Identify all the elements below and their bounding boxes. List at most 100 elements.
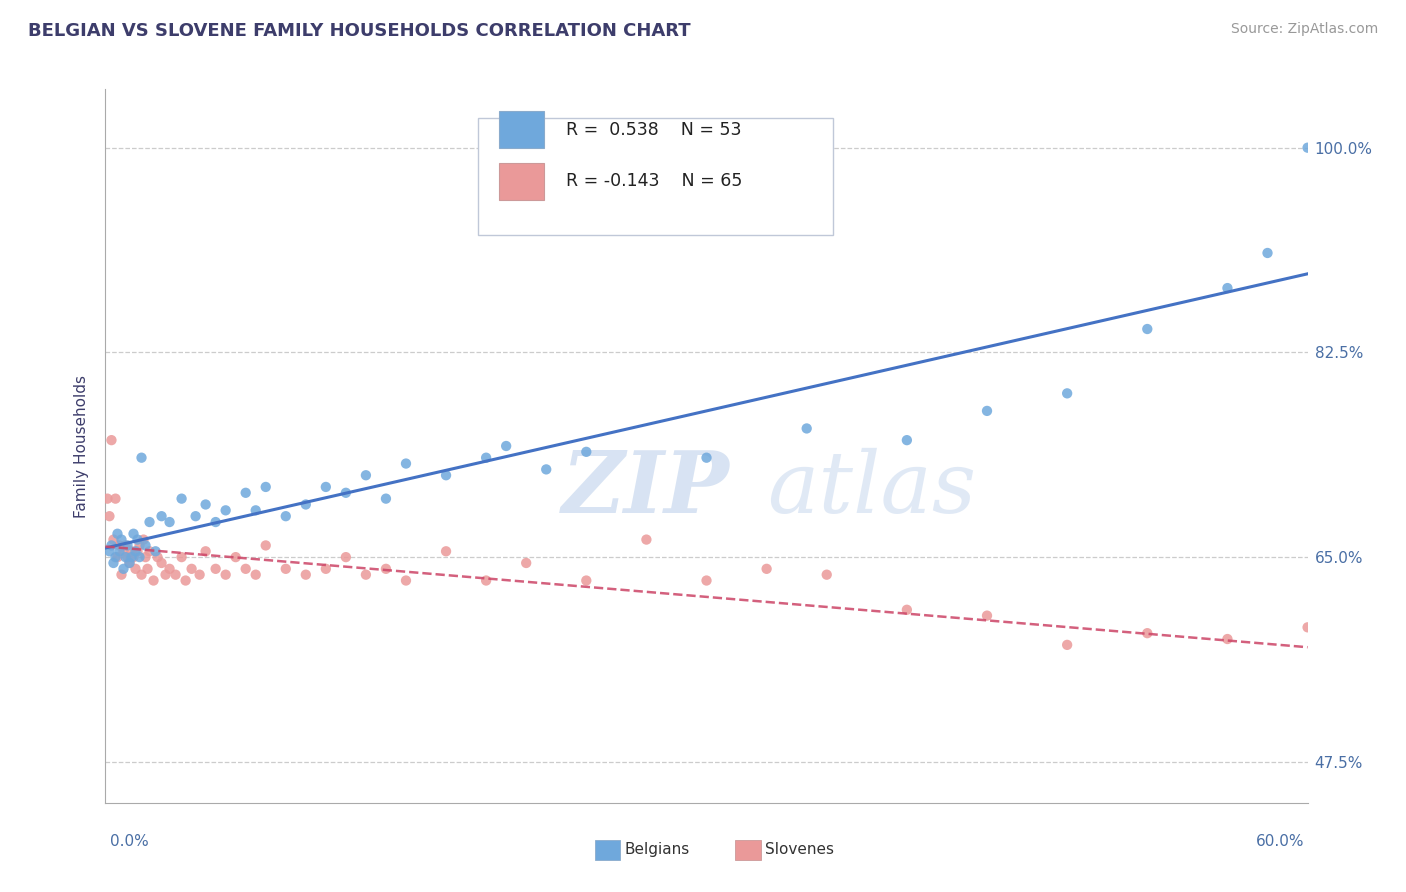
Text: R = -0.143    N = 65: R = -0.143 N = 65 [565,172,742,190]
Point [254,480,277,494]
Point [159,562,181,576]
Point [96,491,118,506]
Point [896,603,918,617]
Point [98,509,121,524]
Text: Source: ZipAtlas.com: Source: ZipAtlas.com [1230,22,1378,37]
Point [121,550,143,565]
Point [100,538,122,552]
Point [122,526,145,541]
Point [575,445,598,459]
Point [815,567,838,582]
Point [1216,632,1239,646]
Point [315,562,337,576]
Point [976,404,998,418]
Point [434,468,457,483]
Point [174,574,197,588]
Point [1136,626,1159,640]
Point [194,544,217,558]
Point [155,567,177,582]
Point [98,544,121,558]
FancyBboxPatch shape [499,112,544,148]
Point [117,538,139,552]
Point [225,550,247,565]
Point [127,533,149,547]
Point [254,538,277,552]
Point [165,567,187,582]
Y-axis label: Family Households: Family Households [75,375,90,517]
Point [138,544,160,558]
Point [1296,620,1319,634]
Point [124,562,146,576]
Point [636,533,658,547]
Point [335,485,357,500]
Point [1056,638,1078,652]
Point [159,515,181,529]
Point [315,480,337,494]
Text: BELGIAN VS SLOVENE FAMILY HOUSEHOLDS CORRELATION CHART: BELGIAN VS SLOVENE FAMILY HOUSEHOLDS COR… [28,22,690,40]
Point [103,533,125,547]
Point [108,544,131,558]
Point [395,457,418,471]
Point [184,509,207,524]
Point [131,567,153,582]
Point [1216,281,1239,295]
Point [354,567,377,582]
Point [110,567,132,582]
Point [188,567,211,582]
Point [235,485,257,500]
Point [1056,386,1078,401]
Point [135,550,157,565]
Point [145,544,167,558]
Point [475,450,498,465]
Point [274,562,297,576]
Point [1337,199,1360,213]
FancyBboxPatch shape [478,118,832,235]
Point [127,544,149,558]
Point [374,562,398,576]
Point [122,550,145,565]
Point [1257,246,1279,260]
Point [180,562,202,576]
Point [135,538,157,552]
Point [976,608,998,623]
Text: R =  0.538    N = 53: R = 0.538 N = 53 [565,121,741,139]
Text: 60.0%: 60.0% [1257,834,1305,849]
Point [107,526,129,541]
Point [295,498,318,512]
Point [170,550,193,565]
Point [128,538,150,552]
Point [245,503,267,517]
Point [295,567,318,582]
Point [214,503,236,517]
Point [150,556,173,570]
Point [395,574,418,588]
Point [103,556,125,570]
Point [107,550,129,565]
Point [108,538,131,552]
Point [121,544,143,558]
Point [110,533,132,547]
Point [142,574,165,588]
Point [1136,322,1159,336]
Point [475,574,498,588]
Text: Belgians: Belgians [624,842,689,856]
Point [138,515,160,529]
Text: 0.0%: 0.0% [110,834,149,849]
Point [896,433,918,447]
Point [796,421,818,435]
Point [194,498,217,512]
Point [214,567,236,582]
Point [104,550,127,565]
Point [124,544,146,558]
Point [131,450,153,465]
Point [495,439,517,453]
Point [114,550,136,565]
Point [118,556,141,570]
Point [170,491,193,506]
Point [112,544,135,558]
Point [118,556,141,570]
Point [755,562,778,576]
Point [575,574,598,588]
Point [104,491,127,506]
Text: ZIP: ZIP [562,447,730,531]
